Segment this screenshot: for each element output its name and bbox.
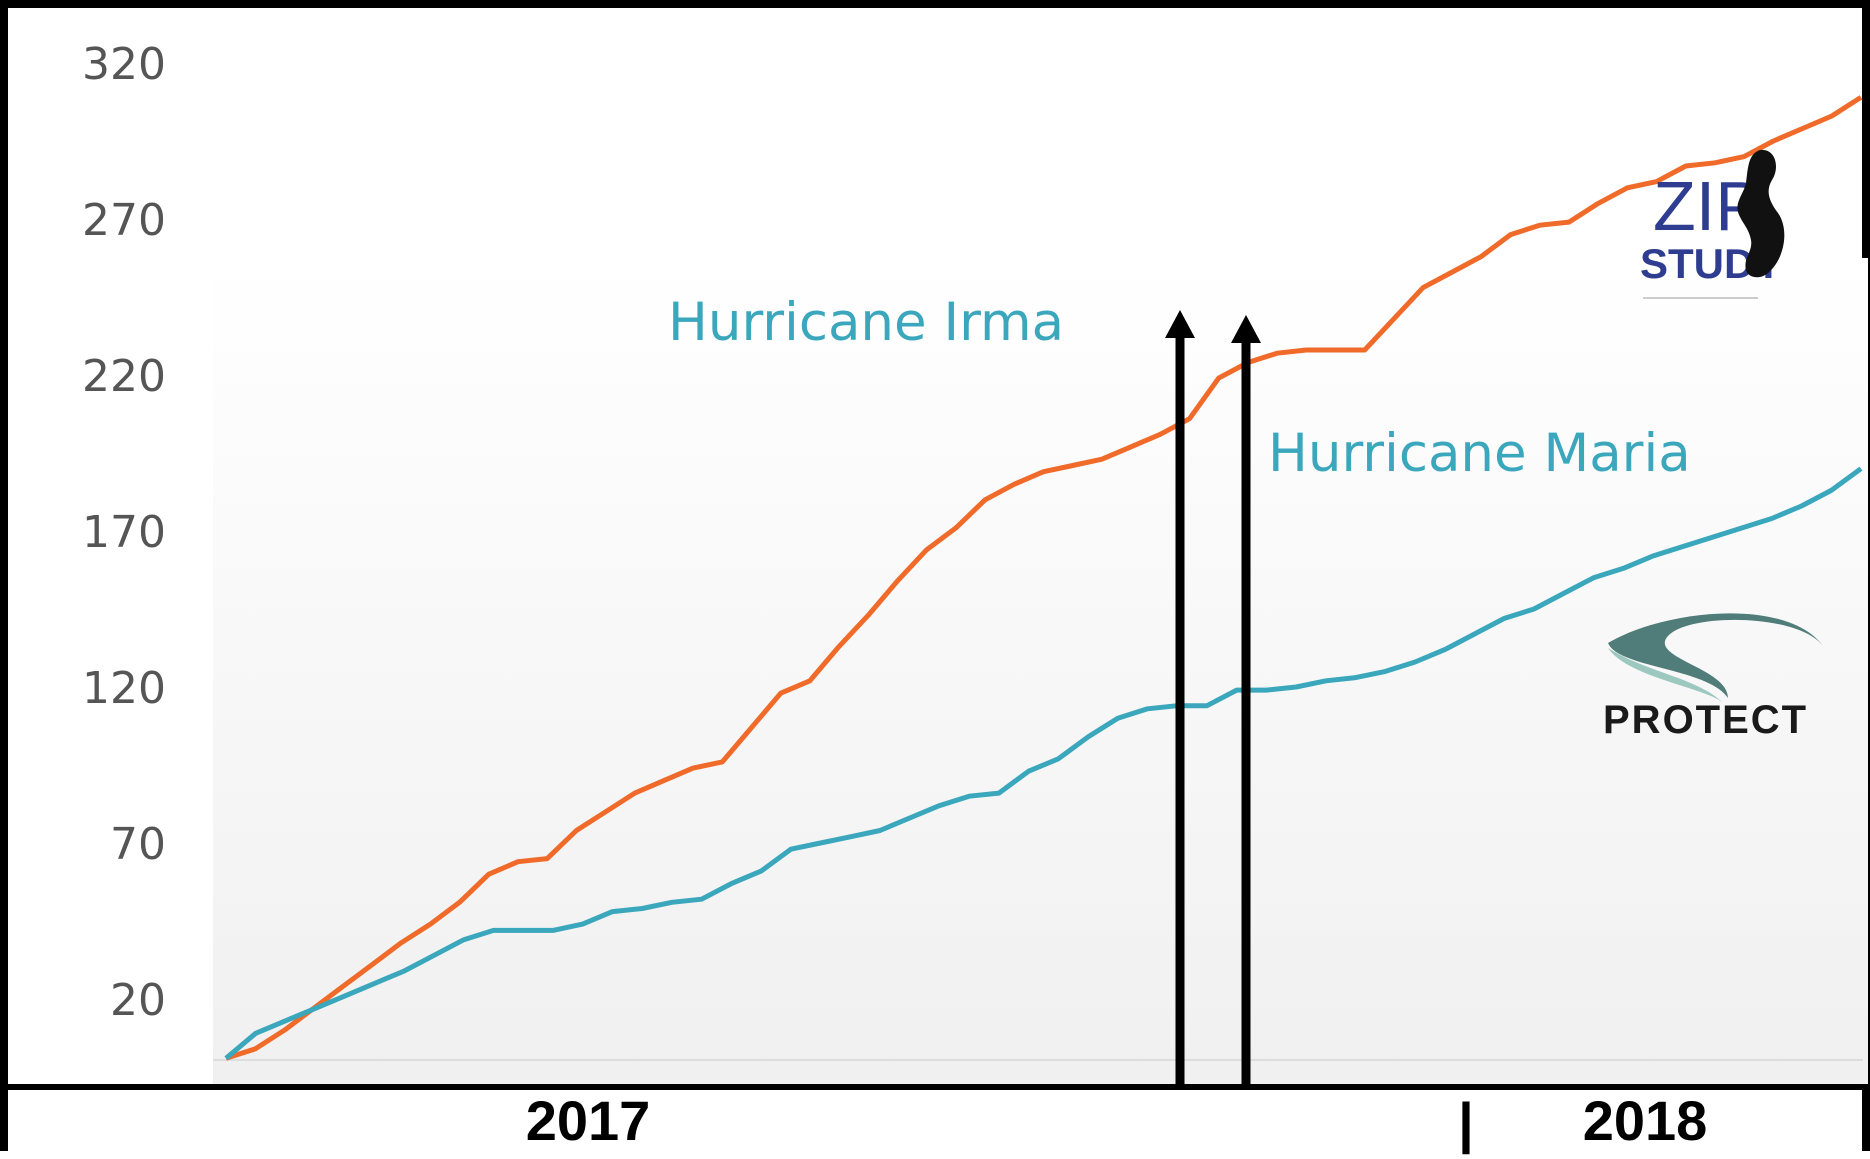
maria-arrow-head: [1231, 315, 1261, 343]
x-label-2018: 2018: [1583, 1089, 1708, 1152]
y-tick-label: 320: [82, 39, 166, 90]
orange-series-line: [225, 95, 1863, 1061]
line-chart: 320 270 220 170 120 70 20 Hurricane Irma Hurri…: [8, 39, 1870, 1155]
y-tick-label: 120: [82, 663, 166, 714]
teal-series-line: [224, 466, 1863, 1061]
swoosh-icon-top: [1608, 613, 1823, 698]
pregnant-silhouette-icon: [1737, 149, 1785, 278]
irma-arrow-head: [1165, 310, 1195, 338]
swoosh-icon-bottom: [1608, 648, 1723, 703]
plot-background: [213, 258, 1868, 1086]
arrows: [1165, 310, 1261, 1086]
annotation-hurricane-irma: Hurricane Irma: [668, 292, 1064, 353]
protect-logo: PROTECT: [1603, 613, 1823, 742]
annotation-hurricane-maria: Hurricane Maria: [1268, 423, 1691, 484]
y-tick-label: 270: [82, 195, 166, 246]
y-axis: 320 270 220 170 120 70 20: [82, 39, 166, 1026]
zip-study-logo: ZIP STUDY: [1640, 149, 1785, 299]
x-label-separator: |: [1458, 1091, 1474, 1155]
y-tick-label: 70: [110, 819, 166, 870]
y-tick-label: 220: [82, 351, 166, 402]
x-axis-line: [8, 1084, 1870, 1090]
x-label-2017: 2017: [526, 1089, 651, 1152]
y-tick-label: 20: [110, 975, 166, 1026]
series-lines: [224, 95, 1863, 1061]
protect-logo-text: PROTECT: [1603, 698, 1808, 742]
y-tick-label: 170: [82, 507, 166, 558]
